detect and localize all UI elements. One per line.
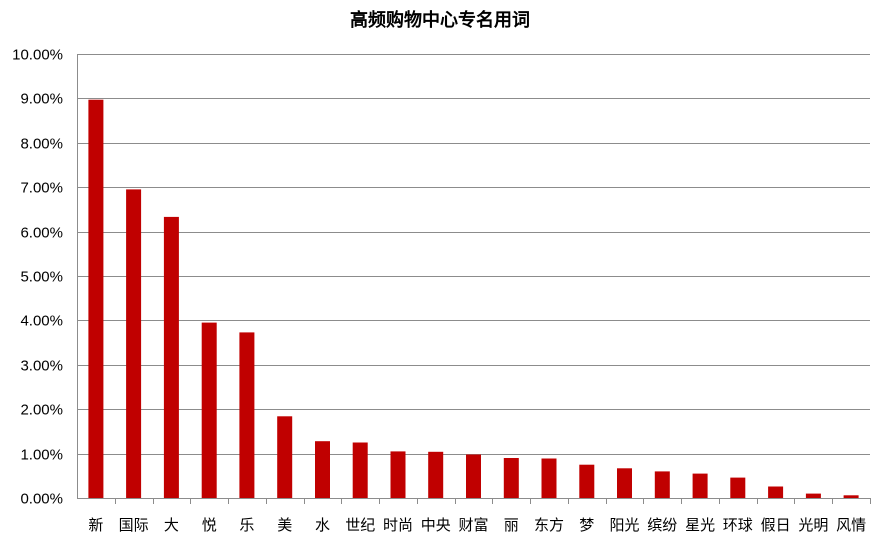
bar	[617, 468, 632, 498]
bar	[239, 332, 255, 498]
bar	[541, 458, 557, 498]
bar	[352, 442, 368, 498]
x-tick-label: 财富	[458, 516, 488, 534]
x-tick-label: 悦	[202, 516, 217, 534]
y-tick-label: 1.00%	[20, 447, 63, 464]
bar	[315, 441, 330, 498]
bar	[277, 416, 293, 498]
bar	[654, 471, 670, 498]
x-tick-label: 丽	[504, 516, 519, 534]
y-axis-ticks: 0.00% 1.00% 2.00% 3.00% 4.00% 5.00% 6.00% 7.00%…	[12, 47, 63, 508]
x-tick-label: 阳光	[609, 516, 639, 534]
x-tick-label: 光明	[798, 516, 828, 534]
y-tick-label: 9.00%	[20, 91, 63, 108]
x-tick-label: 中央	[421, 516, 451, 534]
x-tick-label: 缤纷	[647, 516, 677, 534]
x-tick-label: 东方	[534, 516, 564, 534]
x-axis	[77, 54, 871, 504]
x-tick-label: 星光	[685, 516, 715, 534]
y-tick-label: 4.00%	[20, 313, 63, 330]
bar	[503, 458, 519, 498]
bar	[126, 189, 142, 498]
bar	[201, 322, 217, 498]
x-tick-label: 风情	[836, 516, 866, 534]
y-tick-label: 6.00%	[20, 225, 63, 242]
x-tick-label: 时尚	[383, 516, 413, 534]
bar	[466, 454, 481, 498]
x-axis-labels: 新国际大 悦 乐 美 水世纪 时尚 中央 财富丽东方梦阳光 缤纷 星光 环球 假日 光明 风情	[88, 516, 866, 534]
y-tick-label: 0.00%	[20, 491, 63, 508]
bar	[88, 99, 104, 498]
bar	[730, 477, 746, 498]
x-tick-label: 国际	[119, 516, 149, 534]
x-tick-label: 梦	[579, 516, 594, 534]
bar	[805, 493, 821, 498]
bar	[692, 473, 708, 498]
y-tick-label: 8.00%	[20, 136, 63, 153]
bar	[163, 216, 179, 498]
bar	[768, 486, 784, 498]
y-tick-label: 10.00%	[12, 47, 63, 64]
bar	[579, 464, 595, 498]
x-tick-label: 乐	[239, 516, 254, 534]
x-tick-label: 水	[315, 516, 330, 534]
y-tick-label: 3.00%	[20, 358, 63, 375]
bar	[428, 451, 444, 498]
chart-title: 高频购物中心专名用词	[350, 9, 530, 31]
grid-lines	[77, 54, 870, 499]
x-tick-label: 环球	[723, 516, 753, 534]
x-tick-label: 新	[88, 516, 103, 534]
bar	[390, 451, 406, 498]
y-tick-label: 2.00%	[20, 402, 63, 419]
x-tick-label: 美	[277, 516, 292, 534]
x-tick-label: 假日	[761, 516, 791, 534]
x-tick-label: 世纪	[345, 516, 375, 534]
x-tick-label: 大	[164, 516, 179, 534]
y-tick-label: 7.00%	[20, 180, 63, 197]
bar	[843, 495, 859, 498]
y-tick-label: 5.00%	[20, 269, 63, 286]
bars	[88, 99, 859, 498]
